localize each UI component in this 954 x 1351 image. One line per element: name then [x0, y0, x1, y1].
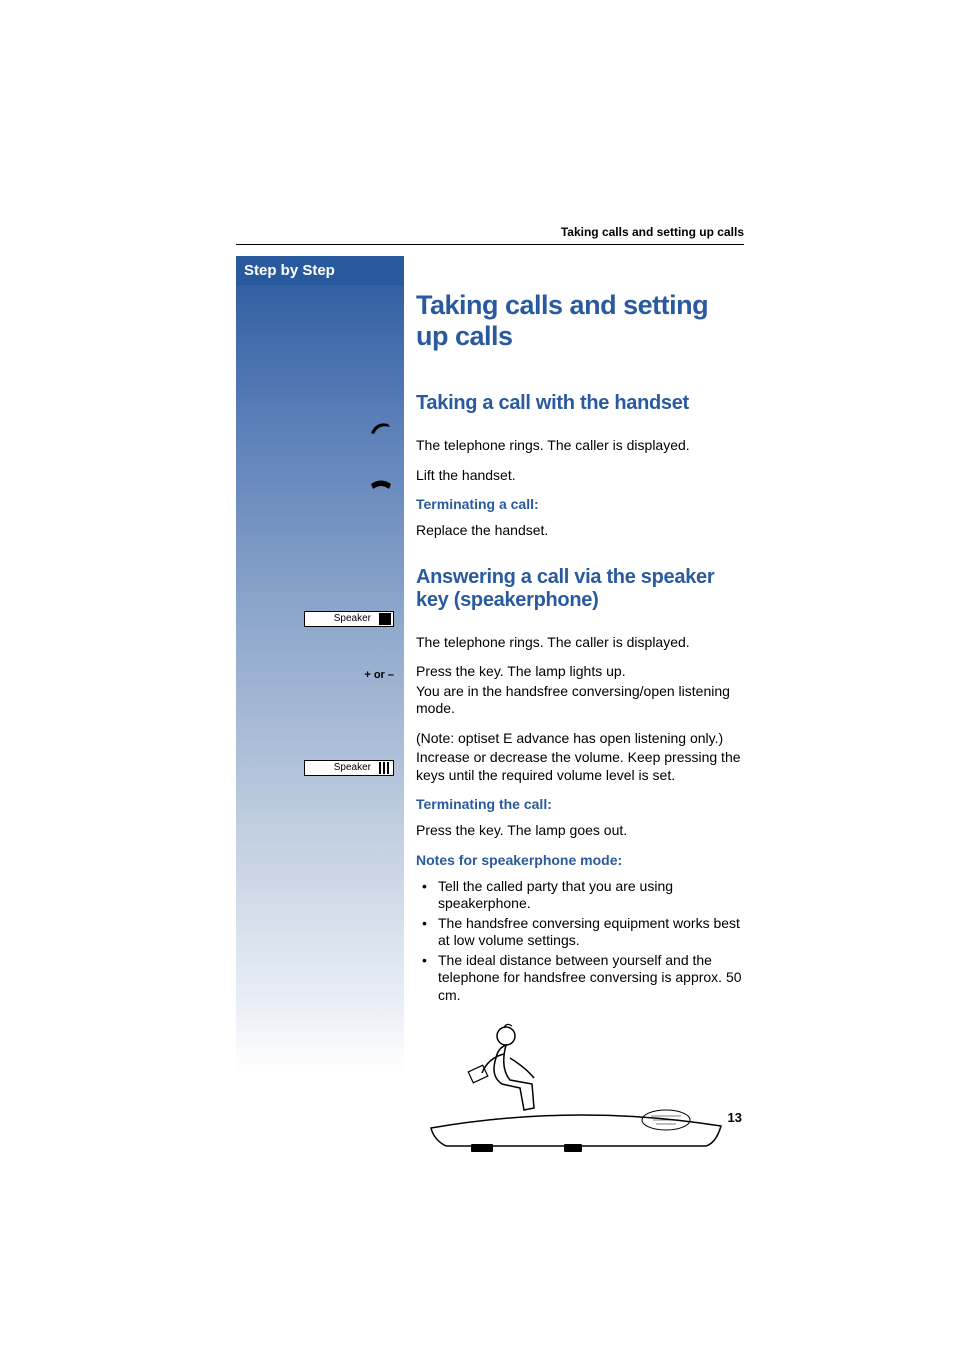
page-number: 13: [728, 1110, 742, 1125]
volume-keys-label: + or –: [236, 665, 404, 683]
notes-list: Tell the called party that you are using…: [416, 878, 746, 1005]
speaker-key-label: Speaker: [305, 613, 377, 624]
body-text: Increase or decrease the volume. Keep pr…: [416, 749, 746, 784]
section-heading: Answering a call via the speaker key (sp…: [416, 566, 746, 612]
sub-heading: Notes for speakerphone mode:: [416, 852, 746, 868]
sub-heading: Terminating a call:: [416, 496, 746, 512]
list-item: The ideal distance between yourself and …: [416, 952, 746, 1005]
header-rule: [236, 244, 744, 245]
speakerphone-illustration: [416, 1018, 736, 1158]
body-text: The telephone rings. The caller is displ…: [416, 437, 746, 455]
speaker-key-off: Speaker: [236, 757, 404, 776]
running-header: Taking calls and setting up calls: [561, 225, 744, 239]
indicator-off-icon: [379, 762, 391, 774]
handset-lift-icon: [236, 418, 404, 441]
list-item: Tell the called party that you are using…: [416, 878, 746, 913]
document-page: Taking calls and setting up calls Step b…: [0, 0, 954, 1351]
handset-replace-icon: [236, 479, 404, 498]
body-text: Lift the handset.: [416, 467, 746, 485]
speaker-key-on: Speaker: [236, 608, 404, 627]
indicator-on-icon: [379, 613, 391, 625]
sub-heading: Terminating the call:: [416, 796, 746, 812]
body-text: You are in the handsfree conversing/open…: [416, 683, 746, 718]
speaker-key-label: Speaker: [305, 762, 377, 773]
body-text: (Note: optiset E advance has open listen…: [416, 730, 746, 748]
body-text: The telephone rings. The caller is displ…: [416, 634, 746, 652]
main-content: Taking calls and setting up calls Taking…: [416, 290, 746, 1163]
page-title: Taking calls and setting up calls: [416, 290, 746, 352]
body-text: Replace the handset.: [416, 522, 746, 540]
body-text: Press the key. The lamp lights up.: [416, 663, 746, 681]
list-item: The handsfree conversing equipment works…: [416, 915, 746, 950]
sidebar-title: Step by Step: [236, 256, 404, 285]
body-text: Press the key. The lamp goes out.: [416, 822, 746, 840]
section-heading: Taking a call with the handset: [416, 392, 746, 415]
